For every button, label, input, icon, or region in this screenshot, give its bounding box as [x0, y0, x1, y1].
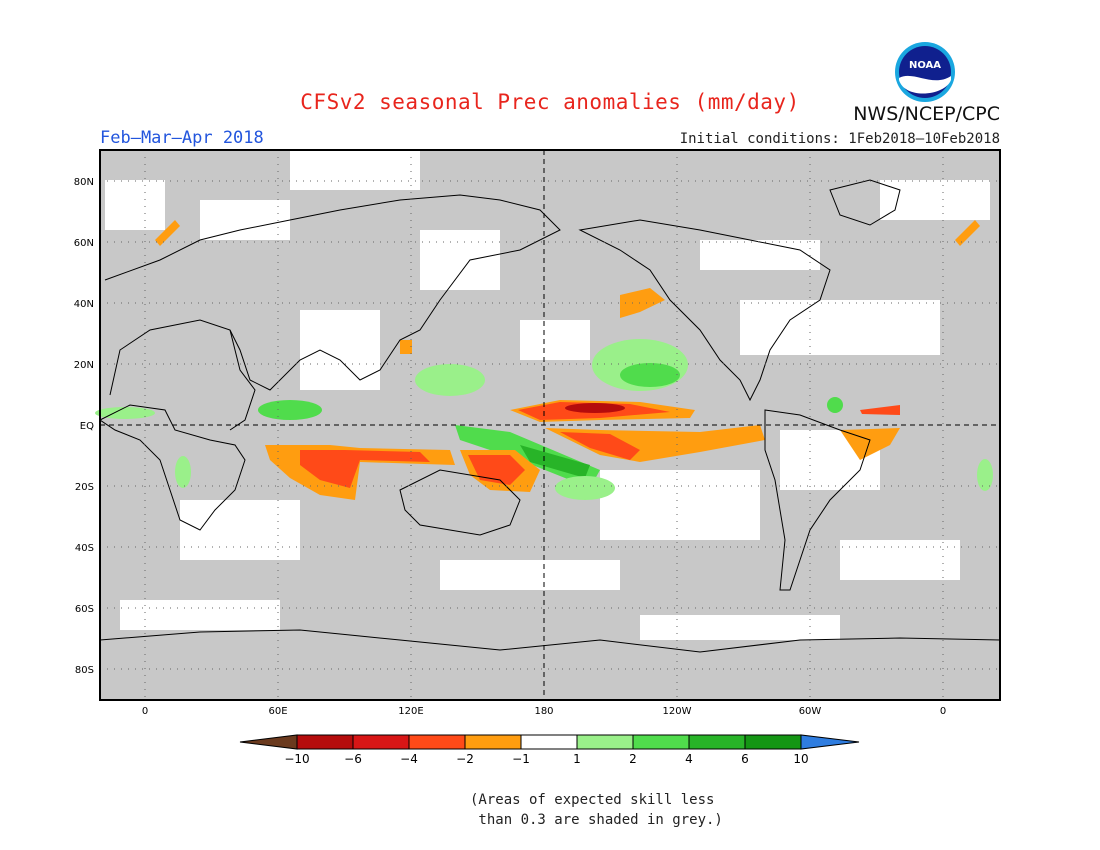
colorbar-label: 6	[741, 752, 749, 766]
anomaly-map: 80N 60N 40N 20N EQ 20S 40S 60S 80S 0 60E 120E 180 12…	[74, 149, 1001, 717]
white-region	[520, 320, 590, 360]
season-label: Feb–Mar–Apr 2018	[100, 128, 264, 148]
lat-tick-label: 80S	[75, 665, 94, 676]
negative-anomaly	[840, 428, 900, 460]
colorbar-box	[296, 734, 354, 750]
colorbar-label: 2	[629, 752, 637, 766]
lat-tick-label: 20S	[75, 482, 94, 493]
chart-title: CFSv2 seasonal Prec anomalies (mm/day)	[300, 90, 800, 114]
negative-anomaly	[565, 403, 625, 413]
white-region	[440, 560, 620, 590]
colorbar: −10 −6 −4 −2 −1 1 2 4 6 10	[239, 734, 860, 766]
coastlines	[99, 179, 1001, 653]
negative-anomaly	[560, 432, 640, 460]
colorbar-arrow-high	[800, 734, 860, 750]
lon-tick-label: 0	[940, 706, 946, 717]
lat-tick-label: 60N	[74, 238, 94, 249]
colorbar-box	[352, 734, 410, 750]
grid-lines	[100, 150, 1000, 700]
negative-anomaly	[155, 220, 180, 246]
colorbar-label: 10	[793, 752, 808, 766]
white-region	[420, 230, 500, 290]
coastline-south-america	[764, 409, 871, 591]
positive-anomaly	[520, 445, 590, 478]
positive-anomaly	[415, 364, 485, 396]
lon-tick-label: 120W	[663, 706, 692, 717]
white-region	[700, 240, 820, 270]
colorbar-arrow-low	[239, 734, 298, 750]
colorbar-box	[408, 734, 466, 750]
coastline-north-america	[578, 219, 831, 402]
lat-tick-label: 40N	[74, 299, 94, 310]
white-region	[105, 180, 165, 230]
colorbar-label: −2	[456, 752, 474, 766]
lat-tick-label: 20N	[74, 360, 94, 371]
white-region	[640, 615, 840, 640]
coastline-eurasia	[104, 194, 561, 391]
white-region	[880, 180, 990, 220]
lon-tick-label: 120E	[398, 706, 423, 717]
coastline-greenland	[829, 179, 901, 226]
lon-tick-label: 60E	[268, 706, 287, 717]
white-region	[120, 600, 280, 630]
lat-tick-label: 60S	[75, 604, 94, 615]
white-region	[200, 200, 290, 240]
skill-note-line-2: than 0.3 are shaded in grey.)	[470, 812, 723, 828]
coastline-australia	[399, 469, 521, 536]
lon-tick-label: 60W	[799, 706, 822, 717]
lat-tick-label: 80N	[74, 177, 94, 188]
colorbar-box	[632, 734, 690, 750]
longitude-labels: 0 60E 120E 180 120W 60W 0	[142, 706, 946, 717]
colorbar-box	[744, 734, 802, 750]
noaa-logo-text: NOAA	[909, 60, 941, 71]
positive-anomaly	[827, 397, 843, 413]
colorbar-box	[576, 734, 634, 750]
initial-conditions-label: Initial conditions: 1Feb2018–10Feb2018	[679, 131, 1000, 147]
colorbar-label: 1	[573, 752, 581, 766]
negative-anomaly	[860, 405, 900, 415]
skill-note-line-1: (Areas of expected skill less	[470, 792, 715, 808]
colorbar-label: −6	[344, 752, 362, 766]
skill-note: (Areas of expected skill less than 0.3 a…	[470, 790, 730, 830]
white-region	[300, 310, 380, 390]
colorbar-box	[688, 734, 746, 750]
white-region	[840, 540, 960, 580]
colorbar-box	[520, 734, 578, 750]
white-region	[740, 300, 940, 355]
positive-anomaly	[620, 363, 680, 387]
positive-anomaly	[555, 476, 615, 500]
positive-anomaly	[95, 407, 155, 419]
coastline-africa	[99, 404, 246, 531]
white-region	[600, 470, 760, 540]
latitude-labels: 80N 60N 40N 20N EQ 20S 40S 60S 80S	[74, 177, 94, 676]
colorbar-box	[464, 734, 522, 750]
negative-anomaly	[620, 288, 665, 318]
lon-tick-label: 180	[534, 706, 553, 717]
lat-tick-label: 40S	[75, 543, 94, 554]
colorbar-label: −4	[400, 752, 418, 766]
organization-label: NWS/NCEP/CPC	[853, 103, 1000, 125]
lat-tick-label: EQ	[80, 421, 94, 432]
lon-tick-label: 0	[142, 706, 148, 717]
positive-anomaly	[977, 459, 993, 491]
negative-anomaly	[400, 340, 412, 354]
map-frame	[99, 149, 1001, 701]
white-region	[290, 150, 420, 190]
positive-anomaly	[258, 400, 322, 420]
colorbar-label: −1	[512, 752, 530, 766]
negative-anomaly	[300, 450, 430, 488]
coastline-antarctica	[99, 629, 1001, 653]
colorbar-label: −10	[284, 752, 309, 766]
noaa-logo-icon: NOAA	[895, 42, 955, 102]
colorbar-label: 4	[685, 752, 693, 766]
negative-anomaly	[955, 220, 980, 246]
white-region	[180, 500, 300, 560]
positive-anomaly	[175, 456, 191, 488]
